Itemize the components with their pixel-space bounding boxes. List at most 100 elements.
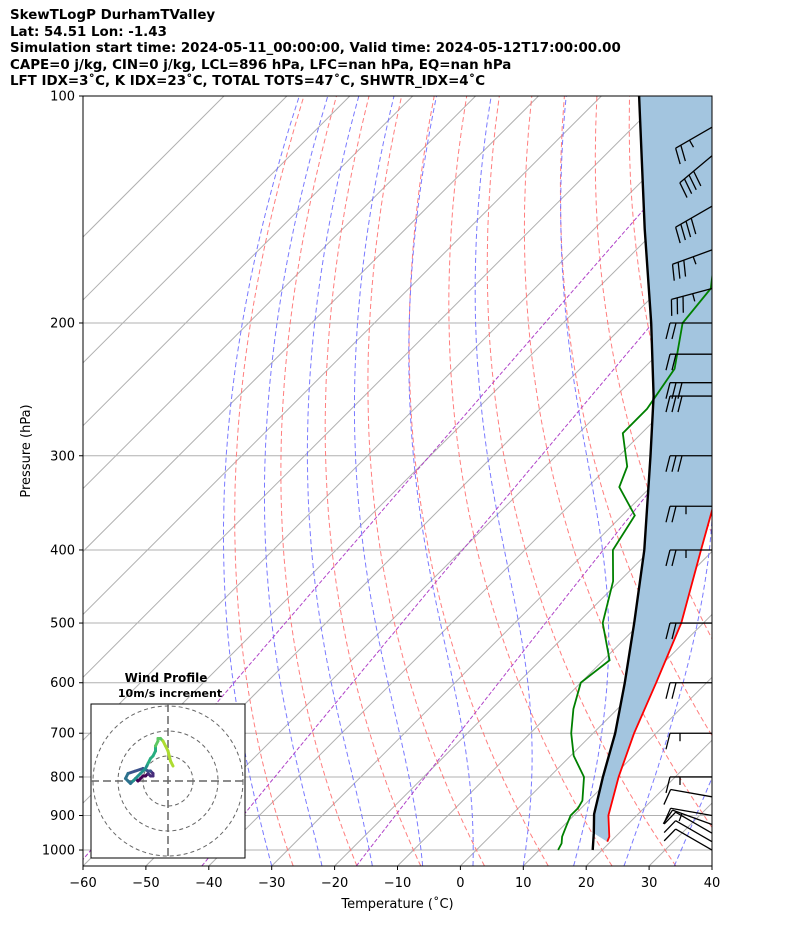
index-line: LFT IDX=3˚C, K IDX=23˚C, TOTAL TOTS=47˚C… xyxy=(10,74,486,90)
barb-staff xyxy=(670,807,713,817)
mixing-ratio-line xyxy=(201,251,712,866)
isotherm-line xyxy=(397,550,712,866)
wind-barb xyxy=(663,807,713,824)
barb-staff xyxy=(675,126,713,149)
x-tick-label: 10 xyxy=(515,876,532,891)
isotherm-line xyxy=(460,613,712,866)
inset-title: Wind Profile xyxy=(125,671,208,685)
isotherm-line xyxy=(83,96,288,301)
hodograph-segment xyxy=(169,759,175,768)
barb-flag xyxy=(671,395,677,413)
inset-subtitle: 10m/s increment xyxy=(118,687,222,700)
wind-barb xyxy=(665,353,712,371)
wind-barb xyxy=(671,249,713,281)
isotherm-line xyxy=(334,487,712,866)
isotherm-line xyxy=(208,362,712,866)
barb-flag xyxy=(671,682,677,699)
cape-line: CAPE=0 j/kg, CIN=0 j/kg, LCL=896 hPa, LF… xyxy=(10,57,512,73)
barb-staff xyxy=(675,828,713,851)
dry-adiabat-line xyxy=(408,96,549,866)
moist-adiabat-line xyxy=(306,96,373,866)
barb-flag xyxy=(675,148,681,165)
y-tick-label: 600 xyxy=(50,676,75,691)
isotherm-line xyxy=(83,96,665,679)
dry-adiabat-line xyxy=(486,96,677,866)
dry-adiabat-line xyxy=(523,96,712,829)
moist-adiabat-line xyxy=(408,96,474,866)
barb-flag xyxy=(663,820,677,834)
barb-flag xyxy=(671,506,677,523)
barb-flag xyxy=(683,178,693,194)
dry-adiabat-line xyxy=(448,96,613,866)
barb-flag xyxy=(663,807,672,824)
barb-half-flag xyxy=(692,293,696,302)
x-tick-label: 0 xyxy=(456,876,464,891)
barb-flag xyxy=(665,733,671,750)
isotherm-line xyxy=(83,96,476,490)
barb-flag xyxy=(665,506,671,523)
moist-adiabat-line xyxy=(353,96,424,866)
isotherm-line xyxy=(271,424,712,866)
barb-flag xyxy=(690,218,697,235)
dry-adiabat-line xyxy=(324,96,422,866)
isotherm-line xyxy=(83,110,712,741)
isotherm-line xyxy=(83,96,539,553)
chart-header: SkewTLogP DurhamTValley Lat: 54.51 Lon: … xyxy=(10,8,621,91)
time-line: Simulation start time: 2024-05-11_00:00:… xyxy=(10,41,621,57)
barb-flag xyxy=(665,354,671,371)
barb-flag xyxy=(665,395,671,413)
barb-staff xyxy=(675,205,713,228)
barb-flag xyxy=(677,455,683,472)
barb-flag xyxy=(671,322,677,340)
chart-title: SkewTLogP DurhamTValley xyxy=(10,8,216,23)
parcel-temperature-shading xyxy=(593,96,712,842)
wind-barb xyxy=(665,455,712,472)
barb-staff xyxy=(670,788,713,798)
axes: −60 −50 −40 −30 −20 −10 0 10 20 30 40 1000 900 800 700… xyxy=(19,90,720,913)
x-tick-label: −10 xyxy=(384,876,411,891)
barb-flag xyxy=(671,622,677,640)
profile-lines xyxy=(557,96,712,851)
wind-barb xyxy=(665,505,712,523)
y-tick-label: 400 xyxy=(50,543,75,558)
barb-flag xyxy=(677,262,681,279)
barb-flag xyxy=(671,354,677,371)
wind-profile-inset: Wind Profile 10m/s increment xyxy=(90,671,246,859)
barb-flag xyxy=(665,622,671,640)
x-tick-label: −30 xyxy=(258,876,285,891)
x-tick-label: −40 xyxy=(195,876,222,891)
barb-half-flag xyxy=(678,813,683,822)
barb-flag xyxy=(680,145,686,162)
wind-barb xyxy=(665,322,712,340)
dewpoint-line xyxy=(557,270,712,851)
x-tick-label: −20 xyxy=(321,876,348,891)
barb-staff xyxy=(672,249,713,265)
barb-flag xyxy=(679,182,688,198)
wind-barb xyxy=(663,788,713,805)
barb-staff xyxy=(679,155,713,184)
x-tick-label: 30 xyxy=(641,876,658,891)
barb-staff xyxy=(672,809,713,826)
parcel-line xyxy=(591,96,655,851)
barb-flag xyxy=(671,264,675,281)
location-line: Lat: 54.51 Lon: -1.43 xyxy=(10,24,167,40)
y-tick-label: 100 xyxy=(50,90,75,105)
moist-adiabat-line xyxy=(474,96,533,866)
mixing-ratio-line xyxy=(83,130,712,861)
moist-adiabat-line xyxy=(223,96,300,866)
moist-adiabat-line xyxy=(623,96,712,866)
barb-flag xyxy=(675,227,681,244)
wind-barb xyxy=(665,776,712,794)
wind-barb xyxy=(663,820,713,843)
wind-barb xyxy=(679,155,713,198)
barb-flag xyxy=(683,260,687,277)
temperature-line xyxy=(606,507,712,843)
y-tick-label: 1000 xyxy=(42,844,75,859)
wind-barb xyxy=(665,682,712,699)
barb-flag xyxy=(671,455,677,472)
y-tick-label: 700 xyxy=(50,727,75,742)
barb-flag xyxy=(663,811,677,825)
barb-half-flag xyxy=(688,139,695,148)
barb-flag xyxy=(693,170,702,187)
barb-flag xyxy=(665,455,671,472)
